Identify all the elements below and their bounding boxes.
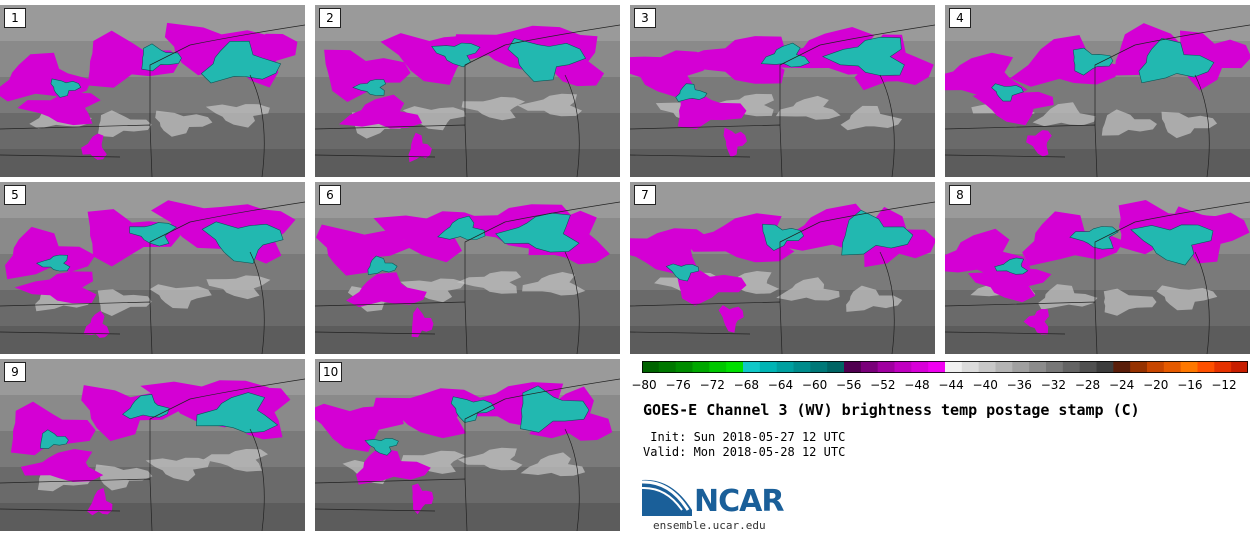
- colorbar-tick-label: −32: [1040, 378, 1067, 392]
- wv-brightness-map: [0, 5, 305, 177]
- colorbar-tick-label: −40: [972, 378, 998, 392]
- panel-number-label: 5: [4, 185, 26, 205]
- colorbar-tick-labels: −80 −76 −72 −68 −64 −60 −56 −52 −48 −44 −40 −36 −32−…: [630, 378, 1260, 394]
- colorbar-swatch: [1231, 361, 1248, 373]
- panel-number-label: 8: [949, 185, 971, 205]
- colorbar-tick-label: −20: [1143, 378, 1169, 392]
- ensemble-member-panel: 1: [0, 5, 305, 177]
- colorbar-tick-label: −48: [904, 378, 930, 392]
- colorbar-swatch: [1113, 361, 1131, 373]
- panel-number-label: 7: [634, 185, 656, 205]
- colorbar-tick-label: −68: [733, 378, 760, 392]
- wv-brightness-map: [630, 182, 935, 354]
- colorbar-swatch: [810, 361, 828, 373]
- logo-url: ensemble.ucar.edu: [653, 519, 766, 532]
- panel-number-label: 9: [4, 362, 26, 382]
- panel-number-label: 6: [319, 185, 341, 205]
- wv-brightness-map: [315, 359, 620, 531]
- colorbar-swatch: [1029, 361, 1047, 373]
- valid-time: Valid: Mon 2018-05-28 12 UTC: [643, 445, 846, 459]
- wv-brightness-map: [945, 5, 1250, 177]
- figure-title: GOES-E Channel 3 (WV) brightness temp po…: [643, 401, 1140, 419]
- ensemble-member-panel: 5: [0, 182, 305, 354]
- colorbar-tick-label: −72: [699, 378, 725, 392]
- wv-brightness-map: [315, 5, 620, 177]
- init-time: Init: Sun 2018-05-27 12 UTC: [643, 430, 846, 444]
- colorbar-swatch: [1062, 361, 1081, 373]
- colorbar-tick-label: −12: [1211, 378, 1237, 392]
- colorbar-swatch: [1163, 361, 1182, 373]
- colorbar-swatch: [709, 361, 727, 373]
- colorbar: [642, 361, 1248, 373]
- ensemble-member-panel: 8: [945, 182, 1250, 354]
- colorbar-swatch: [928, 361, 946, 373]
- colorbar-swatch: [776, 361, 794, 373]
- colorbar-swatch: [675, 361, 693, 373]
- colorbar-swatch: [1012, 361, 1030, 373]
- colorbar-swatch: [759, 361, 778, 373]
- colorbar-tick-label: −60: [801, 378, 828, 392]
- colorbar-swatch: [877, 361, 895, 373]
- ensemble-member-panel: 9: [0, 359, 305, 531]
- ensemble-member-panel: 3: [630, 5, 935, 177]
- colorbar-swatch: [844, 361, 862, 373]
- colorbar-tick-label: −56: [836, 378, 862, 392]
- colorbar-swatch: [1147, 361, 1165, 373]
- colorbar-swatch: [793, 361, 811, 373]
- colorbar-tick-label: −76: [665, 378, 691, 392]
- colorbar-swatch: [726, 361, 744, 373]
- ensemble-member-panel: 6: [315, 182, 620, 354]
- ensemble-member-panel: 2: [315, 5, 620, 177]
- ncar-logo-icon: [642, 479, 692, 516]
- colorbar-tick-label: −64: [767, 378, 794, 392]
- panel-number-label: 1: [4, 8, 26, 28]
- colorbar-tick-label: −16: [1177, 378, 1203, 392]
- colorbar-swatch: [961, 361, 980, 373]
- colorbar-swatch: [860, 361, 879, 373]
- panel-number-label: 2: [319, 8, 341, 28]
- colorbar-tick-label: −28: [1074, 378, 1101, 392]
- panel-number-label: 3: [634, 8, 656, 28]
- colorbar-swatch: [978, 361, 996, 373]
- ensemble-member-panel: 7: [630, 182, 935, 354]
- wv-brightness-map: [630, 5, 935, 177]
- colorbar-swatch: [658, 361, 677, 373]
- colorbar-tick-label: −44: [938, 378, 964, 392]
- wv-brightness-map: [0, 182, 305, 354]
- panel-number-label: 4: [949, 8, 971, 28]
- colorbar-tick-label: −80: [631, 378, 657, 392]
- colorbar-tick-label: −24: [1108, 378, 1135, 392]
- wv-brightness-map: [0, 359, 305, 531]
- wv-brightness-map: [945, 182, 1250, 354]
- colorbar-swatch: [894, 361, 912, 373]
- colorbar-swatch: [1096, 361, 1114, 373]
- colorbar-swatch: [945, 361, 963, 373]
- colorbar-swatch: [911, 361, 929, 373]
- colorbar-tick-label: −36: [1006, 378, 1032, 392]
- wv-brightness-map: [315, 182, 620, 354]
- colorbar-swatch: [1079, 361, 1097, 373]
- colorbar-tick-label: −52: [870, 378, 896, 392]
- colorbar-swatch: [1046, 361, 1064, 373]
- panel-number-label: 10: [319, 362, 343, 382]
- colorbar-swatch: [1130, 361, 1148, 373]
- colorbar-swatch: [692, 361, 710, 373]
- ensemble-member-panel: 4: [945, 5, 1250, 177]
- colorbar-swatch: [995, 361, 1013, 373]
- logo-wordmark: NCAR: [694, 484, 784, 519]
- colorbar-swatch: [642, 361, 660, 373]
- colorbar-swatch: [827, 361, 845, 373]
- colorbar-swatch: [1180, 361, 1198, 373]
- colorbar-swatch: [1214, 361, 1232, 373]
- ensemble-member-panel: 10: [315, 359, 620, 531]
- colorbar-swatch: [1197, 361, 1215, 373]
- colorbar-swatch: [743, 361, 761, 373]
